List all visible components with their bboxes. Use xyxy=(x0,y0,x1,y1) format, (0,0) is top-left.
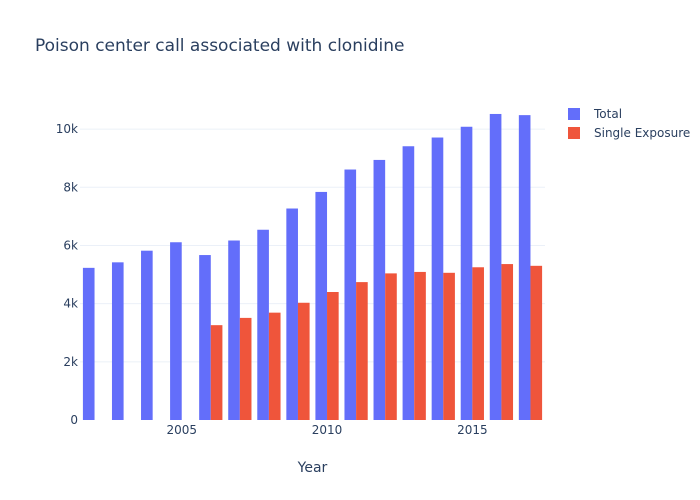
legend-label: Single Exposure xyxy=(594,126,690,140)
bar-total-2003 xyxy=(111,262,124,420)
legend-swatch xyxy=(568,127,580,139)
bar-total-2016 xyxy=(489,113,502,421)
bar-single-exposure-2014 xyxy=(443,272,455,420)
bar-total-2009 xyxy=(286,208,298,420)
x-tick-label: 2015 xyxy=(457,423,488,437)
bar-total-2014 xyxy=(431,137,444,420)
bar-single-exposure-2015 xyxy=(472,267,484,420)
bar-single-exposure-2013 xyxy=(414,271,426,420)
bar-total-2011 xyxy=(344,169,357,420)
y-axis-ticks: 0 2k 4k 6k 8k 10k xyxy=(56,122,78,427)
bar-total-2010 xyxy=(315,191,328,420)
bar-total-2006 xyxy=(199,255,211,420)
bar-total-2015 xyxy=(460,126,473,420)
y-tick-label: 8k xyxy=(63,180,78,194)
y-tick-label: 0 xyxy=(70,413,78,427)
bar-total-2007 xyxy=(228,240,240,420)
legend-swatch xyxy=(568,108,580,120)
bar-total-2013 xyxy=(402,146,415,420)
bar-single-exposure-2006 xyxy=(210,325,223,420)
bar-single-exposure-2010 xyxy=(327,292,339,420)
chart-title: Poison center call associated with cloni… xyxy=(35,36,404,56)
bar-single-exposure-2009 xyxy=(297,302,310,420)
bar-single-exposure-2007 xyxy=(239,317,252,420)
bar-single-exposure-2011 xyxy=(356,282,368,420)
bar-single-exposure-2016 xyxy=(501,264,514,420)
bar-total-2002 xyxy=(82,267,95,420)
y-tick-label: 2k xyxy=(63,355,78,369)
bars xyxy=(82,113,543,421)
y-tick-label: 6k xyxy=(63,238,78,252)
x-axis-title: Year xyxy=(297,460,328,476)
x-axis-ticks: 2005 2010 2015 xyxy=(166,423,487,437)
bar-single-exposure-2017 xyxy=(530,265,543,420)
legend: Total Single Exposure xyxy=(568,107,690,140)
bar-total-2005 xyxy=(170,242,182,420)
bar-total-2004 xyxy=(141,250,153,420)
legend-label: Total xyxy=(593,107,622,121)
bar-total-2012 xyxy=(373,159,386,420)
bar-single-exposure-2008 xyxy=(268,312,281,420)
bar-single-exposure-2012 xyxy=(385,273,397,420)
bar-total-2017 xyxy=(518,115,531,420)
x-tick-label: 2005 xyxy=(166,423,197,437)
bar-total-2008 xyxy=(257,229,269,420)
y-tick-label: 4k xyxy=(63,297,78,311)
y-tick-label: 10k xyxy=(56,122,78,136)
x-tick-label: 2010 xyxy=(312,423,343,437)
